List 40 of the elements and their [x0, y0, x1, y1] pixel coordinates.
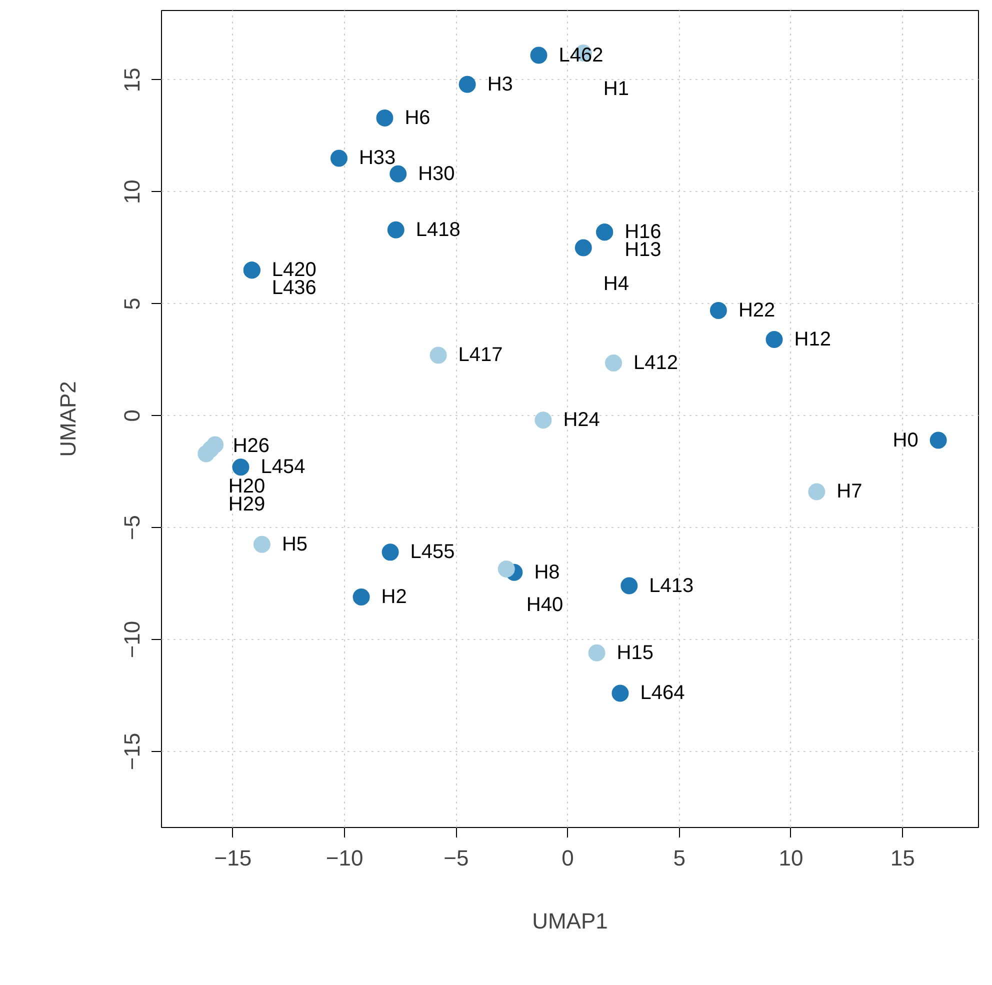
y-axis-title: UMAP2	[56, 381, 80, 457]
y-tick-label: 15	[120, 68, 144, 92]
annotation: H0	[892, 429, 918, 452]
annotation: H15	[616, 642, 654, 664]
annotation: L417	[458, 344, 503, 366]
y-tick-label: −15	[120, 732, 144, 770]
annotation: H3	[487, 73, 513, 96]
annotation: L413	[649, 574, 694, 597]
annotation: H4	[603, 272, 629, 295]
x-axis-title: UMAP1	[532, 908, 608, 934]
annotation: H24	[563, 409, 600, 432]
annotation: H5	[282, 533, 308, 556]
x-tick-label: 10	[778, 846, 804, 870]
x-tick-label: 5	[673, 846, 686, 870]
y-tick-label: 0	[120, 410, 144, 422]
x-tick-label: 0	[562, 846, 574, 870]
y-tick-label: 5	[120, 298, 144, 310]
y-tick-label: −10	[120, 620, 144, 658]
y-tick-label: −5	[120, 515, 144, 540]
annotation: H1	[603, 78, 629, 100]
annotation: H2	[381, 586, 407, 608]
annotation: H22	[738, 299, 776, 322]
annotation: H26	[232, 434, 270, 457]
annotation: L418	[416, 218, 460, 241]
x-tick-label: 15	[890, 846, 915, 870]
annotation: H12	[794, 328, 831, 351]
annotation: H6	[404, 106, 430, 129]
x-tick-label: −15	[214, 846, 252, 870]
annotation: L462	[558, 44, 604, 66]
x-tick-label: −5	[444, 846, 469, 870]
annotation: H30	[418, 162, 455, 185]
y-tick-label: 10	[120, 180, 144, 204]
x-tick-label: −10	[326, 846, 364, 870]
annotation: H7	[836, 480, 862, 503]
annotation: L455	[410, 541, 455, 564]
annotation: L464	[640, 682, 685, 704]
annotation: H8	[534, 561, 560, 584]
annotation: L412	[634, 352, 678, 374]
annotation: H40	[526, 594, 564, 616]
annotation: H33	[358, 147, 396, 170]
